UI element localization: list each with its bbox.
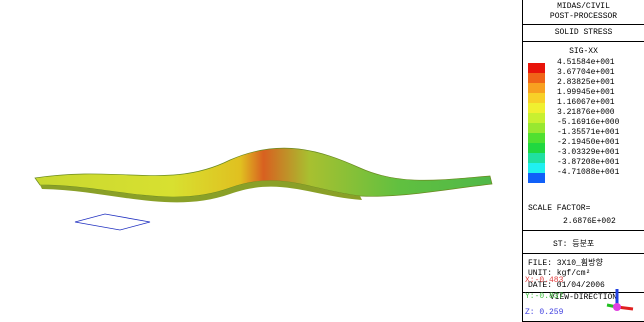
legend-label: -3.03329e+001	[557, 148, 619, 157]
header-line: SOLID STRESS	[523, 28, 644, 37]
legend-swatch	[528, 73, 545, 83]
step: ST: 등분포	[553, 238, 594, 249]
support	[75, 214, 150, 230]
legend-swatch	[528, 123, 545, 133]
legend-label: 1.16067e+001	[557, 98, 615, 107]
scale-value: 2.6876E+002	[563, 217, 616, 226]
legend-swatch	[528, 133, 545, 143]
legend-panel: MIDAS/CIVIL POST-PROCESSOR SOLID STRESS …	[522, 0, 644, 322]
date: DATE: 01/04/2006	[528, 281, 605, 290]
view-title: VIEW-DIRECTION	[523, 293, 644, 302]
legend-swatch	[528, 63, 545, 73]
legend-label: 3.21876e+000	[557, 108, 615, 117]
model-view	[0, 0, 522, 322]
header-line: MIDAS/CIVIL	[523, 2, 644, 11]
legend-label: 4.51584e+001	[557, 58, 615, 67]
legend-swatch	[528, 103, 545, 113]
unit: UNIT: kgf/cm²	[528, 269, 590, 278]
legend-label: -5.16916e+000	[557, 118, 619, 127]
header-line: POST-PROCESSOR	[523, 12, 644, 21]
legend-label: 1.99945e+001	[557, 88, 615, 97]
legend-swatch	[528, 173, 545, 183]
legend-label: -2.19450e+001	[557, 138, 619, 147]
legend-label: 2.83825e+001	[557, 78, 615, 87]
scale-label: SCALE FACTOR=	[528, 204, 590, 213]
legend-label: 3.67704e+001	[557, 68, 615, 77]
legend-swatch	[528, 163, 545, 173]
legend-label: -4.71088e+001	[557, 168, 619, 177]
legend-swatch	[528, 143, 545, 153]
legend-label: -3.87208e+001	[557, 158, 619, 167]
legend-swatch	[528, 153, 545, 163]
file: FILE: 3X10_휨방향	[528, 257, 603, 268]
legend-title: SIG-XX	[523, 47, 644, 56]
plate-surface	[35, 148, 492, 197]
legend-label: -1.35571e+001	[557, 128, 619, 137]
legend-swatch	[528, 83, 545, 93]
legend-swatch	[528, 93, 545, 103]
screenshot: MIDAS/CIVIL POST-PROCESSOR SOLID STRESS …	[0, 0, 644, 322]
legend-swatch	[528, 113, 545, 123]
